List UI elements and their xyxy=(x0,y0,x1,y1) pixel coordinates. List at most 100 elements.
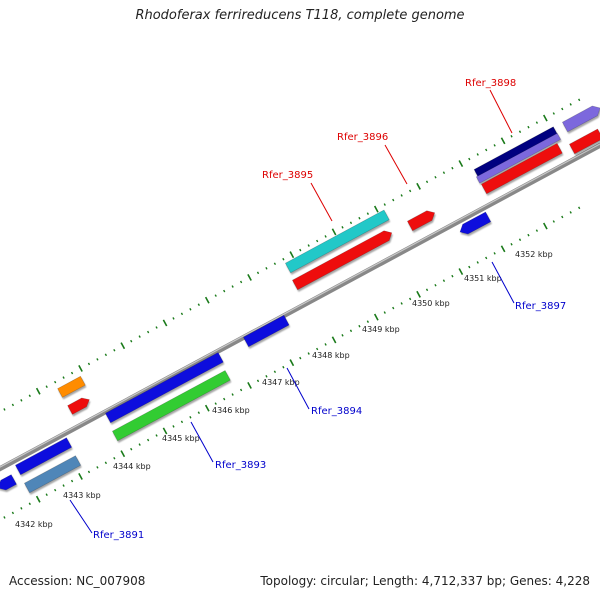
minor-tick xyxy=(96,358,99,361)
minor-tick xyxy=(62,484,65,487)
minor-tick xyxy=(341,334,344,337)
minor-tick xyxy=(70,479,74,483)
minor-tick xyxy=(552,220,555,223)
minor-tick xyxy=(231,285,234,288)
major-tick xyxy=(120,342,126,350)
minor-tick xyxy=(130,339,133,343)
major-tick xyxy=(331,336,337,344)
gene-feature-violet-3898b[interactable] xyxy=(561,105,600,133)
gene-feature-red-3898b[interactable] xyxy=(568,128,600,155)
minor-tick xyxy=(239,388,243,392)
callout-lines xyxy=(69,89,515,534)
gene-label-rfer-3895[interactable]: Rfer_3895 xyxy=(262,170,313,181)
gene-feature-violet-3898[interactable] xyxy=(475,132,562,184)
genome-backbone-highlight xyxy=(0,143,600,468)
minor-tick xyxy=(20,399,23,402)
minor-tick xyxy=(282,365,285,369)
accession-text: Accession: NC_007908 xyxy=(9,574,146,588)
major-tick xyxy=(500,137,506,145)
gene-feature-cyan-3895[interactable] xyxy=(284,209,390,274)
minor-tick xyxy=(20,507,23,510)
gene-labels: Rfer_3895 Rfer_3896 Rfer_3898 Rfer_3891 … xyxy=(93,78,566,541)
major-tick xyxy=(500,245,506,253)
major-tick xyxy=(416,290,421,298)
minor-tick xyxy=(425,180,429,184)
minor-tick xyxy=(434,175,437,179)
major-tick xyxy=(247,273,252,281)
minor-tick xyxy=(62,376,65,379)
minor-tick xyxy=(197,411,200,415)
minor-tick xyxy=(510,242,513,246)
minor-tick xyxy=(273,370,277,374)
gene-label-rfer-3897[interactable]: Rfer_3897 xyxy=(515,301,566,312)
minor-tick xyxy=(3,408,6,411)
gene-feature-green-3893[interactable] xyxy=(111,370,231,442)
minor-tick xyxy=(172,317,175,320)
minor-tick xyxy=(138,335,141,338)
minor-tick xyxy=(358,324,361,328)
minor-tick xyxy=(324,235,327,238)
major-tick xyxy=(35,495,41,503)
minor-tick xyxy=(54,380,57,384)
major-tick xyxy=(35,387,41,395)
minor-tick xyxy=(104,461,108,465)
minor-tick xyxy=(223,289,226,293)
minor-tick xyxy=(189,415,192,419)
minor-tick xyxy=(400,194,403,197)
gene-feature-steel-3891[interactable] xyxy=(23,455,82,494)
minor-tick xyxy=(468,265,471,269)
gene-feature-orange[interactable] xyxy=(57,375,86,398)
gene-feature-blue-3894[interactable] xyxy=(242,314,290,348)
minor-tick xyxy=(493,252,496,255)
gene-label-rfer-3891[interactable]: Rfer_3891 xyxy=(93,530,144,541)
minor-tick xyxy=(383,203,386,206)
kbp-scale: 4342 kbp 4343 kbp 4344 kbp 4345 kbp 4346… xyxy=(15,250,553,529)
minor-tick xyxy=(535,229,539,232)
gene-feature-navy-3898[interactable] xyxy=(473,126,558,177)
minor-tick xyxy=(578,98,581,102)
forward-strand-ticks xyxy=(3,98,581,411)
gene-label-rfer-3894[interactable]: Rfer_3894 xyxy=(311,406,362,417)
minor-tick xyxy=(561,215,564,219)
minor-tick xyxy=(476,153,479,156)
minor-tick xyxy=(307,352,310,355)
genome-summary: Topology: circular; Length: 4,712,337 bp… xyxy=(260,574,590,588)
kbp-label: 4342 kbp xyxy=(15,520,53,529)
gene-feature-red-3895[interactable] xyxy=(291,230,393,291)
minor-tick xyxy=(451,274,454,278)
gene-feature-blue-left-edge[interactable] xyxy=(0,474,17,491)
minor-tick xyxy=(341,226,344,229)
kbp-label: 4345 kbp xyxy=(162,434,200,443)
minor-tick xyxy=(408,297,412,301)
gene-feature-blue-3897[interactable] xyxy=(459,211,492,235)
gene-feature-blue-3891[interactable] xyxy=(14,437,73,476)
minor-tick xyxy=(392,198,395,202)
gene-label-rfer-3898[interactable]: Rfer_3898 xyxy=(465,78,516,89)
minor-tick xyxy=(493,144,496,147)
minor-tick xyxy=(569,103,572,106)
minor-tick xyxy=(138,443,141,446)
major-tick xyxy=(331,228,337,236)
minor-tick xyxy=(113,348,116,352)
minor-tick xyxy=(265,267,268,270)
minor-tick xyxy=(476,261,479,264)
minor-tick xyxy=(324,343,327,346)
kbp-label: 4352 kbp xyxy=(515,250,553,259)
gene-feature-red-small-left[interactable] xyxy=(67,397,90,415)
minor-tick xyxy=(442,171,446,174)
gene-label-rfer-3893[interactable]: Rfer_3893 xyxy=(215,460,266,471)
minor-tick xyxy=(425,288,429,292)
minor-tick xyxy=(256,379,260,383)
gene-feature-red-3896[interactable] xyxy=(406,210,436,232)
gene-feature-blue-3893[interactable] xyxy=(104,352,224,424)
map-title: Rhodoferax ferrireducens T118, complete … xyxy=(135,8,465,23)
gene-feature-red-3898[interactable] xyxy=(480,142,563,195)
major-tick xyxy=(416,182,421,190)
gene-label-rfer-3896[interactable]: Rfer_3896 xyxy=(337,132,388,143)
minor-tick xyxy=(569,211,572,214)
minor-tick xyxy=(468,157,471,161)
minor-tick xyxy=(316,347,319,351)
minor-tick xyxy=(189,307,192,311)
minor-tick xyxy=(104,353,108,357)
major-tick xyxy=(373,205,379,213)
